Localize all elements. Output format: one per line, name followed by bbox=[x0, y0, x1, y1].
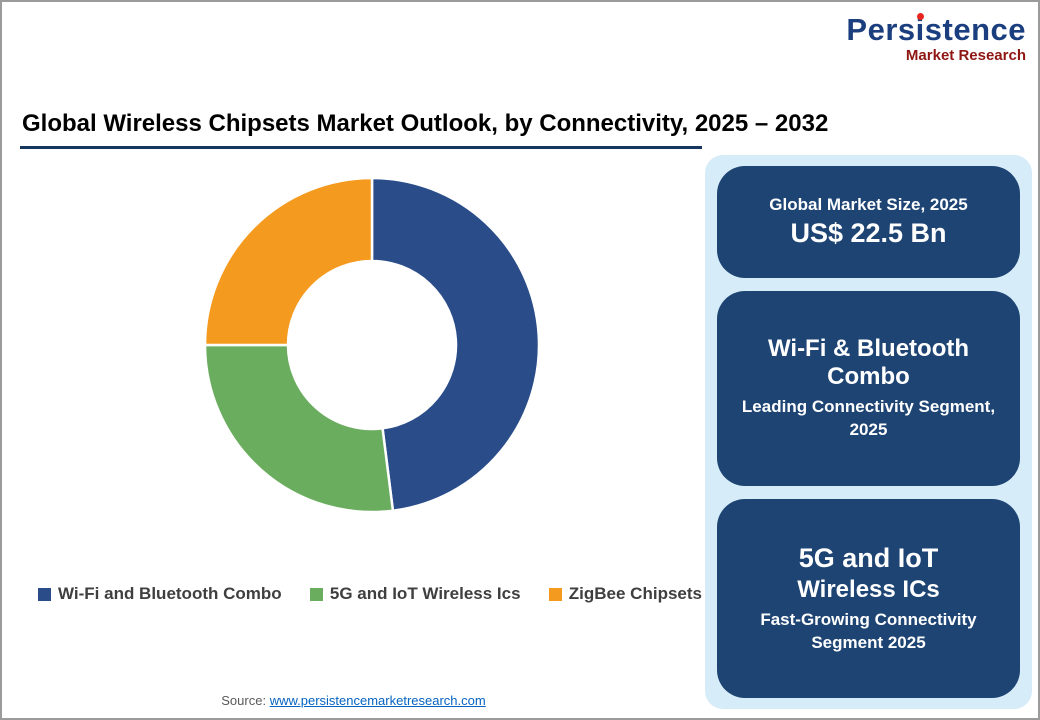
logo-wordmark: Persistence bbox=[846, 14, 1026, 45]
highlights-panel: Global Market Size, 2025 US$ 22.5 Bn Wi-… bbox=[705, 155, 1032, 709]
logo-dotted-i: i bbox=[915, 12, 925, 47]
fast-growing-subtitle: Wireless ICs bbox=[797, 575, 940, 603]
fast-growing-title: 5G and IoT bbox=[798, 543, 939, 574]
fast-growing-segment-box: 5G and IoT Wireless ICs Fast-Growing Con… bbox=[717, 498, 1020, 699]
legend-item-zigbee: ZigBee Chipsets bbox=[548, 584, 702, 604]
logo-part1: Pers bbox=[846, 12, 916, 47]
logo-part2: stence bbox=[924, 12, 1026, 47]
title-divider bbox=[20, 146, 702, 149]
chart-legend: Wi-Fi and Bluetooth Combo 5G and IoT Wir… bbox=[38, 584, 702, 604]
market-size-box: Global Market Size, 2025 US$ 22.5 Bn bbox=[717, 166, 1020, 278]
legend-item-5g-iot: 5G and IoT Wireless Ics bbox=[309, 584, 521, 604]
page-title: Global Wireless Chipsets Market Outlook,… bbox=[22, 110, 829, 137]
fast-growing-caption: Fast-Growing Connectivity Segment 2025 bbox=[760, 609, 977, 652]
donut-chart bbox=[200, 173, 544, 517]
source-link[interactable]: www.persistencemarketresearch.com bbox=[269, 693, 486, 708]
donut-chart-svg bbox=[203, 176, 541, 514]
brand-logo: Persistence Market Research bbox=[846, 14, 1026, 63]
source-prefix: Source: bbox=[221, 693, 270, 708]
market-size-value: US$ 22.5 Bn bbox=[790, 217, 947, 248]
legend-label: ZigBee Chipsets bbox=[568, 584, 702, 603]
leading-segment-title: Wi-Fi & Bluetooth Combo bbox=[767, 334, 970, 391]
donut-segment bbox=[370, 176, 541, 513]
leading-segment-subtitle: Leading Connectivity Segment, 2025 bbox=[741, 397, 996, 440]
donut-segment bbox=[203, 343, 395, 514]
market-size-label: Global Market Size, 2025 bbox=[769, 194, 968, 214]
legend-label: Wi-Fi and Bluetooth Combo bbox=[58, 584, 282, 603]
legend-label: 5G and IoT Wireless Ics bbox=[329, 584, 521, 603]
legend-swatch-green bbox=[309, 587, 323, 601]
donut-segment bbox=[203, 176, 374, 347]
logo-subtitle: Market Research bbox=[905, 47, 1026, 64]
legend-swatch-blue bbox=[38, 587, 51, 601]
legend-swatch-orange bbox=[548, 587, 562, 601]
leading-segment-box: Wi-Fi & Bluetooth Combo Leading Connecti… bbox=[717, 291, 1020, 486]
legend-item-wifi-bluetooth: Wi-Fi and Bluetooth Combo bbox=[38, 584, 282, 604]
source-line: Source: www.persistencemarketresearch.co… bbox=[2, 693, 705, 708]
